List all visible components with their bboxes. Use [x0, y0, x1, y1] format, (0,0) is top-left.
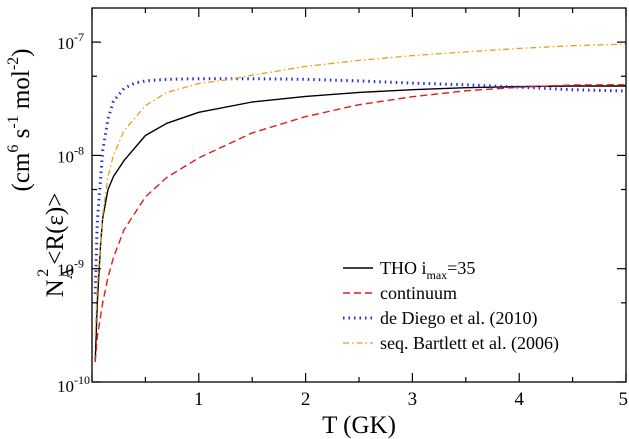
- y-label-unit-s: s: [8, 129, 35, 145]
- y-label-unit-cm: (cm: [8, 152, 35, 191]
- y-label-exp-minus2: -2: [5, 57, 22, 70]
- x-tick-label: 5: [619, 389, 629, 410]
- legend-label-1: continuum: [380, 283, 457, 303]
- y-label-superscript-2: 2: [35, 269, 52, 277]
- y-tick-label: 10-9: [57, 257, 84, 280]
- x-tick-label: 1: [194, 389, 204, 410]
- y-label-subscript-a: A: [59, 267, 76, 279]
- y-tick-label: 10-7: [57, 30, 84, 53]
- x-tick-label: 4: [514, 389, 524, 410]
- legend-label-0: THO imax=35: [380, 258, 475, 282]
- axis-ticks: [91, 8, 627, 383]
- plot-frame: [91, 7, 627, 383]
- x-axis-label: T (GK): [322, 412, 396, 439]
- y-axis-label: NA2 <R(ε)> (cm6 s-1 mol-2): [5, 49, 76, 298]
- tick-labels: 1 2 3 4 5 10-10 10-9 10-8 10-7: [57, 30, 628, 410]
- legend-label-2: de Diego et al. (2010): [380, 308, 537, 329]
- y-label-exp-6: 6: [5, 145, 22, 153]
- series-line-0: [94, 85, 626, 363]
- y-label-exp-minus1: -1: [5, 115, 22, 128]
- y-label-close-paren: ): [8, 49, 35, 57]
- y-label-unit-mol: mol: [8, 70, 35, 115]
- y-tick-label: 10-8: [57, 143, 84, 166]
- y-label-n: N: [42, 279, 69, 297]
- series-line-2: [93, 77, 627, 294]
- x-tick-label: 2: [301, 389, 311, 410]
- y-label-rate: <R(ε)>: [42, 193, 69, 265]
- legend-label-3: seq. Bartlett et al. (2006): [380, 333, 559, 354]
- y-tick-label: 10-10: [57, 373, 90, 396]
- plot-lines: [93, 43, 627, 363]
- x-tick-label: 3: [408, 389, 418, 410]
- series-line-1: [94, 84, 627, 363]
- y-axis-label-line1: NA2 <R(ε)>: [35, 193, 76, 298]
- y-axis-label-line2: (cm6 s-1 mol-2): [5, 49, 35, 192]
